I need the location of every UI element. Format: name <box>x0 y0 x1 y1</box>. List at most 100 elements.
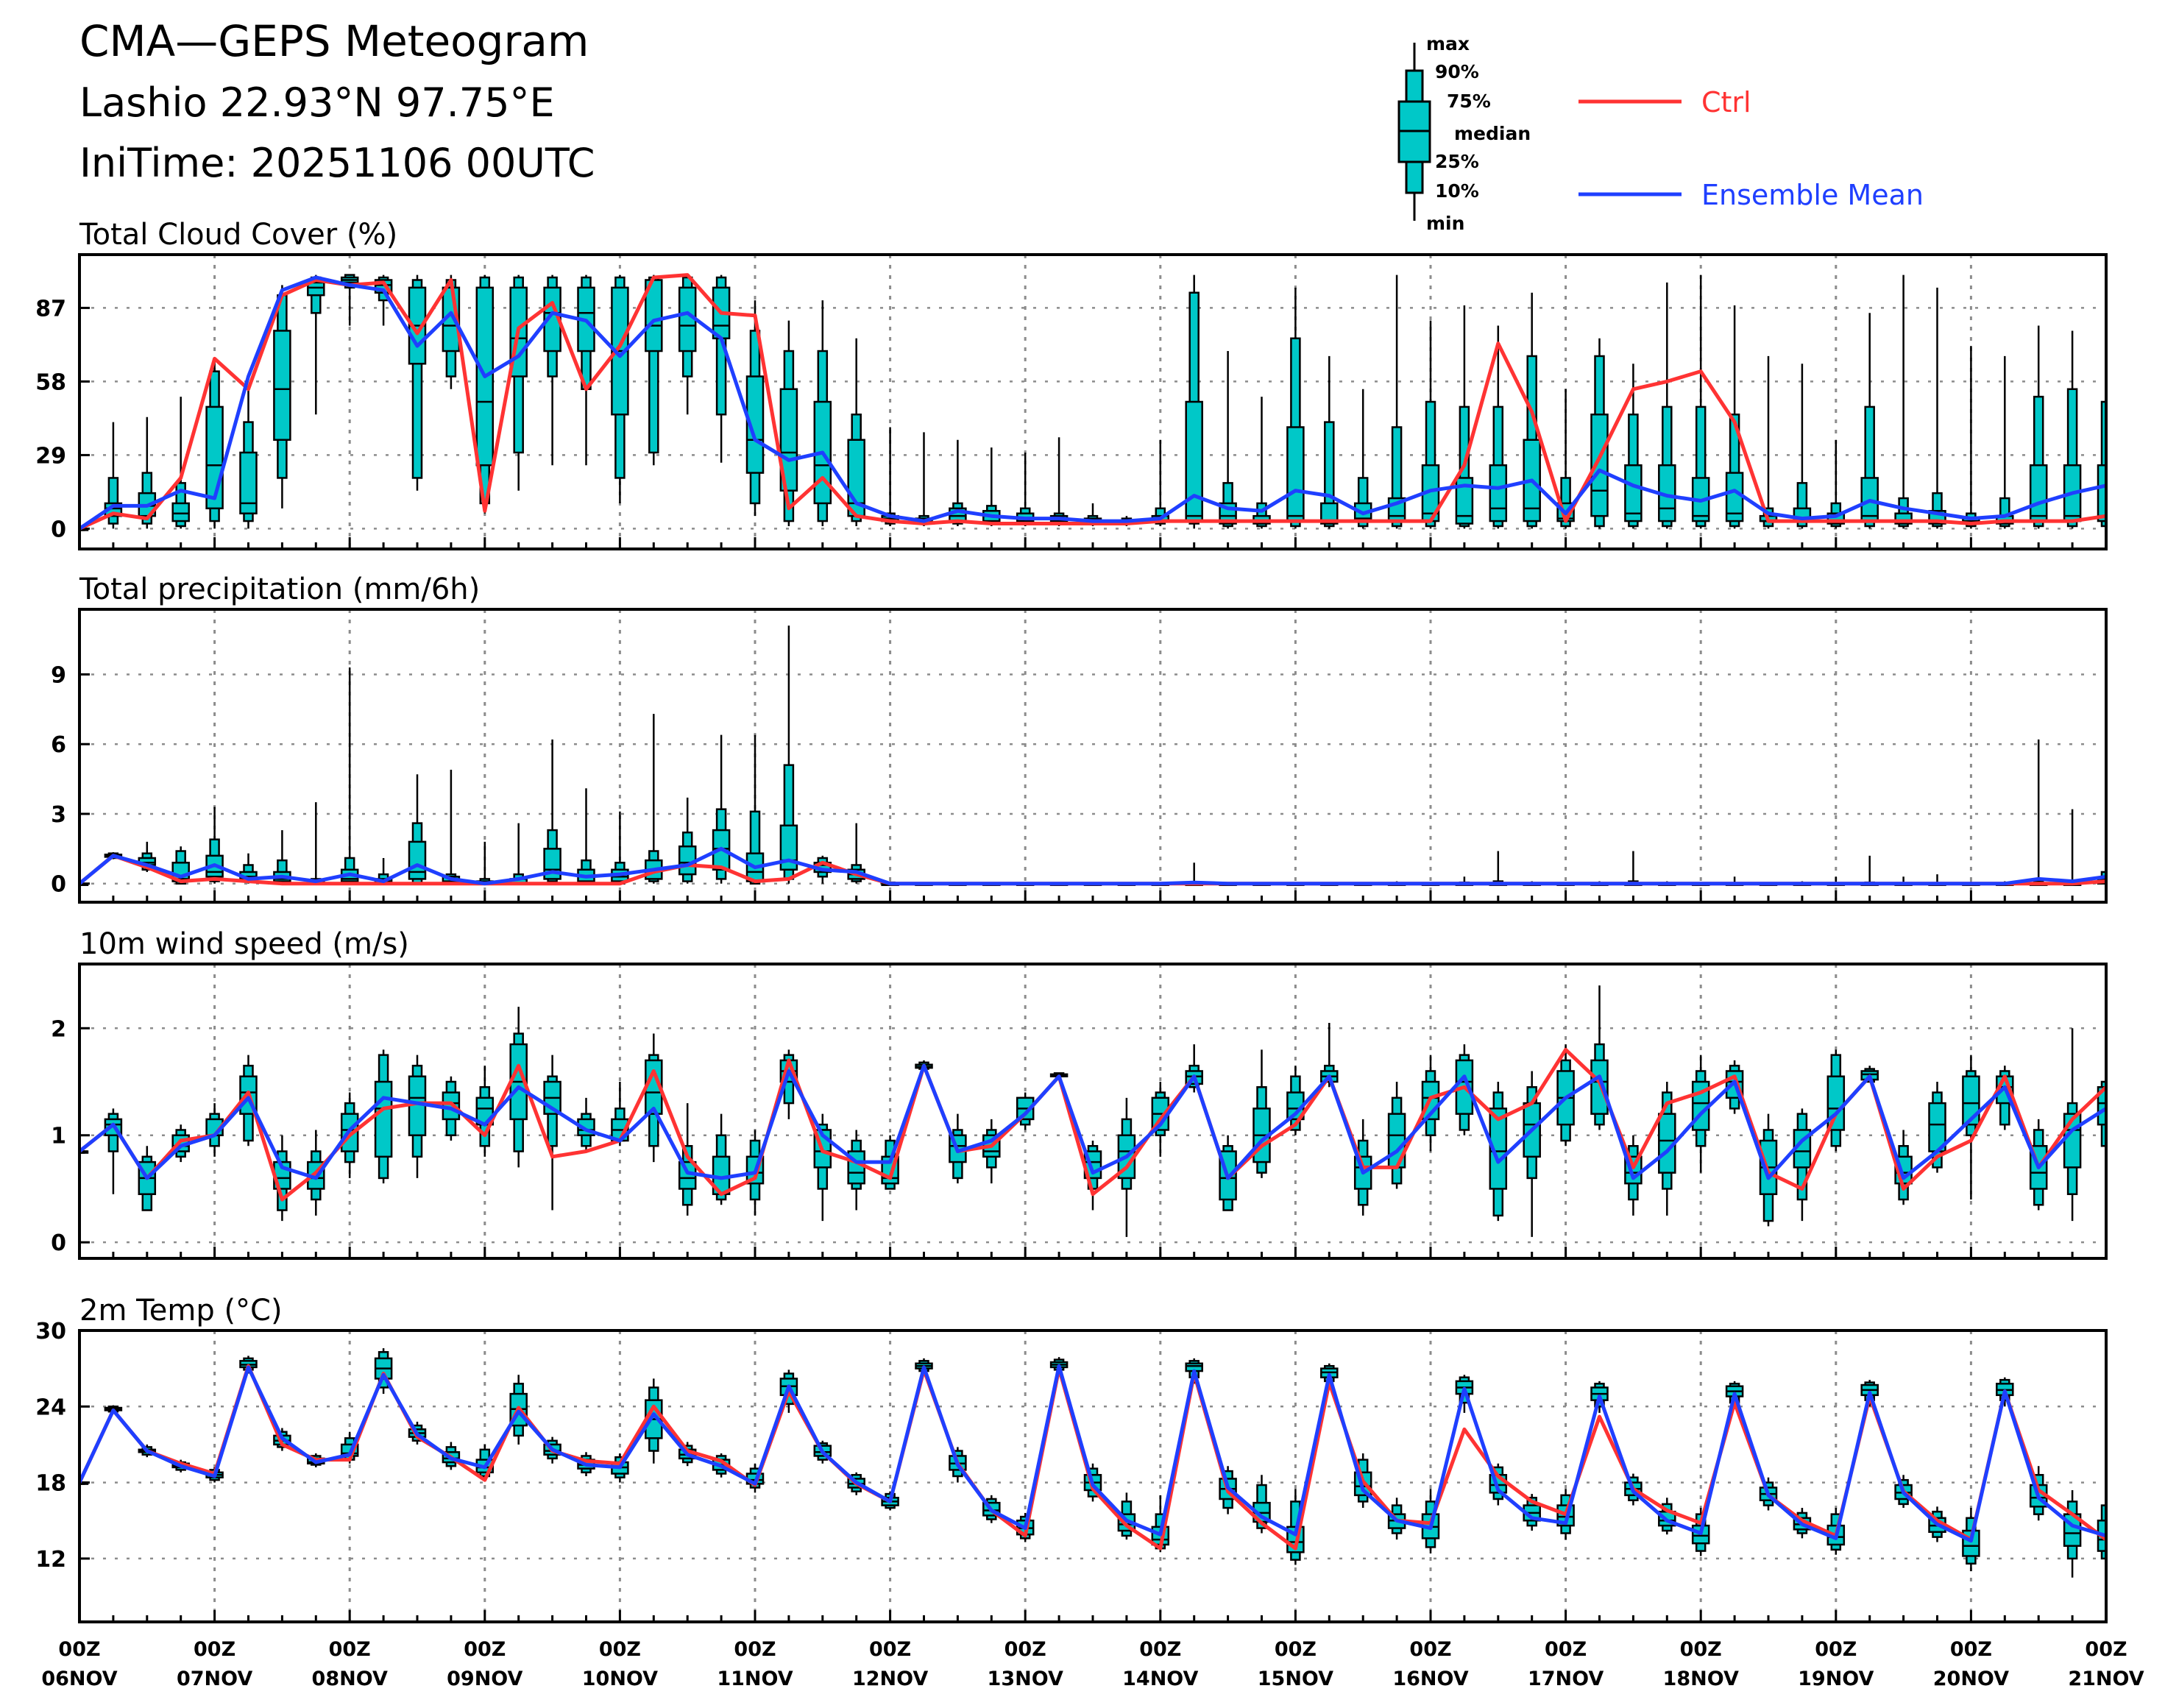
x-tick-date-label: 09NOV <box>447 1668 522 1690</box>
ensemble-box <box>577 274 595 466</box>
y-tick-label: 3 <box>51 802 66 828</box>
x-tick-hour-label: 00Z <box>194 1638 235 1661</box>
ensemble-box <box>2097 1080 2106 1147</box>
ensemble-box <box>1353 389 1372 529</box>
ensemble-box <box>1421 1055 1440 1152</box>
ensemble-box <box>273 285 291 508</box>
ensemble-box <box>543 739 561 884</box>
ensemble-box <box>1962 1055 1980 1200</box>
y-tick-label: 0 <box>51 1230 66 1256</box>
ensemble-box <box>1320 355 1339 529</box>
y-tick-label: 1 <box>51 1124 66 1149</box>
box-inner <box>1455 477 1474 525</box>
x-tick-hour-label: 00Z <box>734 1638 776 1661</box>
legend-p10: 10% <box>1435 180 1479 202</box>
box-inner <box>1489 1108 1508 1190</box>
panel-2: Total precipitation (mm/6h) 0 3 6 9 <box>51 573 2108 904</box>
ensemble-box <box>2063 1489 2082 1578</box>
x-tick-date-label: 21NOV <box>2068 1668 2144 1690</box>
panel-title: 10m wind speed (m/s) <box>79 927 409 961</box>
ensemble-box <box>611 274 629 503</box>
x-tick-date-label: 06NOV <box>41 1668 117 1690</box>
box-outer <box>1324 421 1335 528</box>
ensemble-box <box>442 769 461 885</box>
legend-max: max <box>1426 33 1470 54</box>
box-inner <box>2097 1086 2106 1126</box>
boxes <box>79 274 2106 531</box>
ensemble-box <box>1590 985 1609 1130</box>
ensemble-box <box>340 667 359 885</box>
box-inner <box>1624 464 1643 522</box>
ensemble-box <box>2029 325 2048 529</box>
x-tick-date-label: 10NOV <box>582 1668 658 1690</box>
ensemble-box <box>104 1108 123 1194</box>
ensemble-box <box>1590 338 1609 529</box>
ensemble-box <box>205 807 224 884</box>
ensemble-box <box>813 300 832 526</box>
series-legend: Ctrl Ensemble Mean <box>1578 86 1924 211</box>
x-tick-hour-label: 00Z <box>2085 1638 2127 1661</box>
ensemble-box <box>239 389 258 529</box>
ensemble-box <box>307 802 325 885</box>
x-tick-date-label: 08NOV <box>312 1668 388 1690</box>
init-time-label: IniTime: 20251106 00UTC <box>79 140 595 186</box>
legend-min: min <box>1426 213 1464 234</box>
ensemble-box <box>374 1049 393 1184</box>
ensemble-box <box>1658 282 1676 529</box>
box-inner <box>1185 400 1203 522</box>
x-tick-hour-label: 00Z <box>1275 1638 1317 1661</box>
chart-title: CMA—GEPS Meteogram <box>79 16 589 66</box>
ensemble-box <box>1489 1082 1508 1222</box>
ensemble-box <box>79 1481 89 1485</box>
ensemble-box <box>408 274 427 491</box>
x-tick-date-label: 07NOV <box>177 1668 252 1690</box>
legend-mean-label: Ensemble Mean <box>1701 179 1924 211</box>
box-inner <box>171 502 190 522</box>
ensemble-box <box>1793 1108 1812 1222</box>
y-tick-label: 12 <box>35 1547 66 1573</box>
legend-p90: 90% <box>1435 61 1479 82</box>
panel-frame <box>78 253 2108 550</box>
ensemble-box <box>408 774 427 885</box>
box-inner <box>1489 464 1508 522</box>
ensemble-box <box>1421 320 1440 529</box>
x-tick-hour-label: 00Z <box>1815 1638 1857 1661</box>
ensemble-box <box>1928 1082 1946 1173</box>
ensemble-box <box>1489 325 1508 529</box>
legend-median: median <box>1454 123 1531 144</box>
x-tick-date-label: 14NOV <box>1122 1668 1198 1690</box>
ensemble-box <box>712 274 731 463</box>
panel-1: Total Cloud Cover (%) 0 29 58 87 <box>35 218 2108 550</box>
y-tick-label: 0 <box>51 872 66 898</box>
y-tick-label: 2 <box>51 1016 66 1042</box>
ensemble-box <box>678 797 697 884</box>
x-tick-hour-label: 00Z <box>329 1638 371 1661</box>
panel-title: 2m Temp (°C) <box>79 1294 283 1328</box>
panel-4: 2m Temp (°C) 12 18 24 30 <box>35 1294 2108 1623</box>
y-tick-label: 18 <box>35 1471 66 1497</box>
x-tick-date-label: 12NOV <box>852 1668 928 1690</box>
ensemble-box <box>1962 346 1980 529</box>
y-tick-label: 29 <box>35 443 66 469</box>
panel-title: Total precipitation (mm/6h) <box>79 573 480 606</box>
ensemble-box <box>645 274 663 466</box>
boxes <box>79 1348 2106 1578</box>
panel-frame <box>78 963 2108 1260</box>
ensemble-box <box>2029 1119 2048 1211</box>
location-label: Lashio 22.93°N 97.75°E <box>79 79 555 126</box>
box-inner <box>374 1080 393 1158</box>
x-tick-hour-label: 00Z <box>1409 1638 1451 1661</box>
box-inner <box>239 451 258 514</box>
ensemble-box <box>2063 330 2082 529</box>
x-tick-date-label: 17NOV <box>1528 1668 1604 1690</box>
x-tick-hour-label: 00Z <box>1004 1638 1046 1661</box>
x-tick-date-label: 15NOV <box>1258 1668 1333 1690</box>
x-tick-hour-label: 00Z <box>58 1638 100 1661</box>
ensemble-box <box>2029 739 2048 886</box>
panel-3: 10m wind speed (m/s) 0 1 2 <box>51 927 2108 1260</box>
box-inner <box>1320 502 1339 525</box>
ensemble-box <box>645 1033 663 1163</box>
ensemble-box <box>645 714 663 884</box>
